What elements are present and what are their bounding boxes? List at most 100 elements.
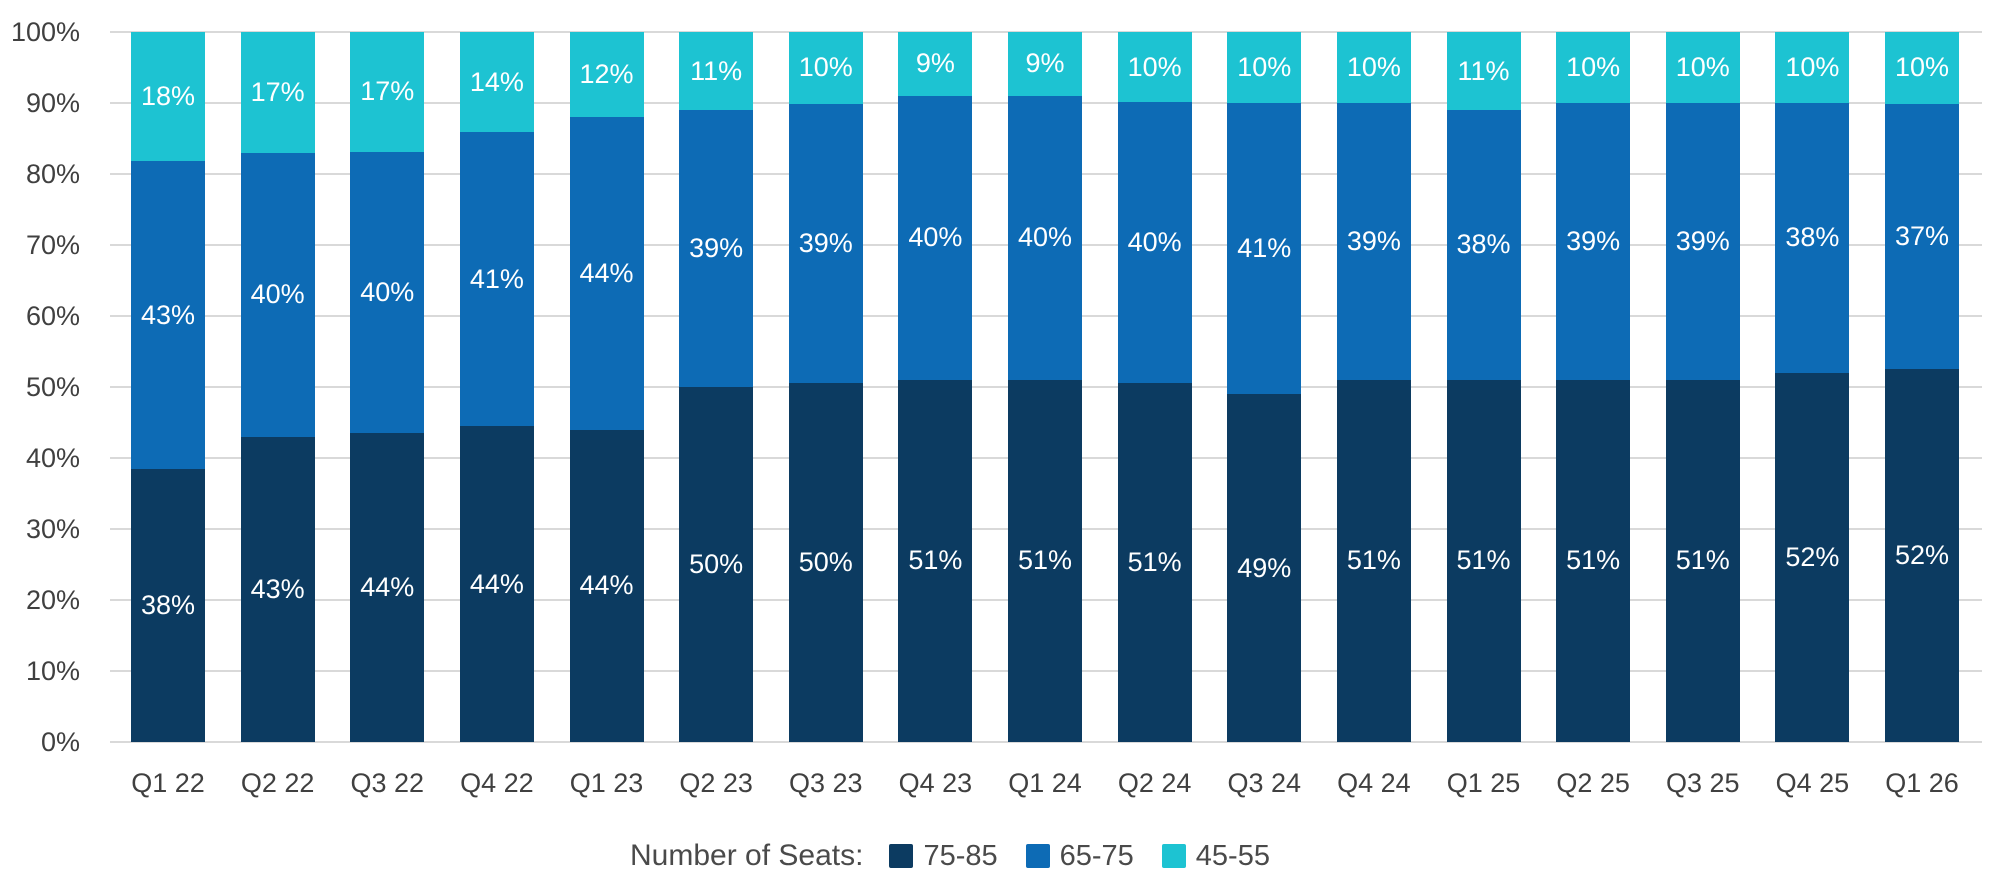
legend-item-label: 65-75 — [1059, 839, 1134, 872]
segment-value-label: 12% — [579, 59, 634, 90]
x-axis-tick-label: Q3 24 — [1227, 768, 1302, 798]
y-axis-tick-label: 80% — [25, 159, 80, 189]
segment-value-label: 44% — [360, 571, 415, 602]
bar-segment-65-75: 40% — [1117, 102, 1192, 384]
x-axis-tick-label: Q2 24 — [1117, 768, 1192, 798]
y-axis-tick-label: 50% — [25, 372, 80, 402]
bar-q2-25: 10% 39% 51% — [1556, 32, 1631, 742]
x-axis-tick-label: Q1 25 — [1446, 768, 1521, 798]
bar-segment-45-55: 10% — [1885, 32, 1959, 104]
bar-segment-75-85: 49% — [1227, 394, 1302, 742]
bar-q4-22: 14% 41% 44% — [459, 32, 534, 742]
bar-segment-65-75: 39% — [679, 110, 754, 387]
x-axis-tick-label: Q2 25 — [1556, 768, 1630, 798]
bar-segment-75-85: 51% — [1665, 379, 1740, 742]
segment-value-label: 10% — [798, 52, 853, 83]
segment-value-label: 51% — [908, 545, 963, 576]
segment-value-label: 51% — [1017, 545, 1073, 576]
legend-title: Number of Seats: — [630, 839, 864, 872]
x-axis-tick-label: Q2 23 — [679, 768, 753, 798]
segment-value-label: 51% — [1675, 545, 1730, 576]
bar-q4-23: 9% 40% 51% — [898, 32, 973, 742]
gridline — [110, 741, 1982, 743]
bar-segment-65-75: 37% — [1885, 103, 1959, 370]
bar-segment-45-55: 18% — [131, 32, 205, 162]
bar-segment-75-85: 52% — [1775, 372, 1850, 742]
y-axis-tick-label: 90% — [25, 88, 80, 118]
bar-q2-24: 10% 40% 51% — [1117, 32, 1192, 742]
bar-segment-45-55: 10% — [1665, 32, 1740, 103]
bar-q3-24: 10% 41% 49% — [1227, 32, 1302, 742]
bar-q3-22: 17% 40% 44% — [350, 32, 425, 742]
bar-q4-25: 10% 38% 52% — [1775, 32, 1850, 742]
bar-segment-45-55: 9% — [898, 32, 973, 96]
segment-value-label: 39% — [1675, 225, 1730, 256]
bar-segment-75-85: 44% — [459, 426, 534, 742]
legend-swatch-icon — [889, 844, 914, 868]
segment-value-label: 17% — [250, 76, 305, 107]
y-axis-tick-label: 20% — [25, 585, 80, 615]
bar-segment-65-75: 39% — [1336, 103, 1411, 380]
segment-value-label: 10% — [1237, 52, 1292, 82]
segment-value-label: 10% — [1346, 52, 1401, 82]
segment-value-label: 10% — [1785, 52, 1840, 82]
bar-segment-65-75: 44% — [569, 117, 644, 430]
y-axis-tick-label: 10% — [25, 656, 80, 686]
legend-item-label: 45-55 — [1195, 839, 1270, 872]
segment-value-label: 17% — [360, 76, 415, 107]
segment-value-label: 40% — [1017, 222, 1073, 253]
bar-segment-45-55: 14% — [459, 32, 534, 133]
bar-segment-45-55: 17% — [240, 32, 315, 153]
bar-segment-65-75: 38% — [1446, 110, 1521, 380]
x-axis-tick-label: Q1 23 — [569, 768, 644, 798]
segment-value-label: 39% — [1346, 225, 1401, 256]
bar-segment-45-55: 10% — [1117, 32, 1192, 103]
bar-q4-24: 10% 39% 51% — [1336, 32, 1411, 742]
bar-segment-65-75: 43% — [131, 161, 205, 470]
bar-q1-23: 12% 44% 44% — [569, 32, 644, 742]
legend-swatch-icon — [1025, 844, 1050, 868]
bar-q1-24: 9% 40% 51% — [1008, 32, 1082, 742]
segment-value-label: 44% — [469, 568, 524, 599]
bar-q1-26: 10% 37% 52% — [1885, 32, 1959, 742]
bar-segment-75-85: 38% — [131, 469, 205, 742]
x-axis-tick-label: Q3 23 — [788, 768, 863, 798]
bar-segment-65-75: 38% — [1775, 103, 1850, 373]
segment-value-label: 39% — [689, 233, 744, 264]
segment-value-label: 43% — [250, 573, 305, 604]
bar-segment-75-85: 51% — [1336, 379, 1411, 742]
segment-value-label: 44% — [579, 570, 634, 601]
bar-segment-45-55: 10% — [788, 32, 863, 104]
legend-item-label: 75-85 — [923, 839, 998, 872]
segment-value-label: 49% — [1237, 552, 1292, 583]
bar-segment-45-55: 10% — [1227, 32, 1302, 103]
segment-value-label: 51% — [1456, 545, 1511, 576]
bar-q2-23: 11% 39% 50% — [679, 32, 754, 742]
bar-segment-75-85: 51% — [1008, 379, 1082, 742]
bar-segment-45-55: 11% — [1446, 32, 1521, 111]
segment-value-label: 38% — [1785, 222, 1840, 253]
legend-item-75-85: 75-85 — [889, 839, 998, 873]
bar-segment-75-85: 50% — [788, 383, 863, 742]
x-axis: Q1 22 Q2 22 Q3 22 Q4 22 Q1 23 Q2 23 Q3 23 Q4 23… — [131, 766, 1959, 800]
segment-value-label: 18% — [140, 81, 196, 112]
segment-value-label: 38% — [1456, 229, 1511, 260]
segment-value-label: 40% — [250, 279, 305, 310]
y-axis-tick-label: 0% — [40, 727, 80, 757]
segment-value-label: 43% — [140, 299, 196, 330]
bar-segment-75-85: 51% — [1556, 379, 1631, 742]
y-axis-tick-label: 100% — [10, 17, 80, 47]
segment-value-label: 10% — [1675, 52, 1730, 82]
segment-value-label: 11% — [690, 55, 743, 86]
bar-segment-45-55: 12% — [569, 32, 644, 118]
segment-value-label: 38% — [140, 590, 196, 621]
bar-segment-65-75: 41% — [459, 132, 534, 427]
segment-value-label: 9% — [915, 48, 955, 79]
segment-value-label: 10% — [1894, 52, 1950, 83]
bar-segment-75-85: 52% — [1885, 369, 1959, 742]
bar-segment-65-75: 39% — [1556, 103, 1631, 380]
y-axis-tick-label: 70% — [25, 230, 80, 260]
x-axis-tick-label: Q4 23 — [898, 768, 973, 798]
y-axis-tick-label: 30% — [25, 514, 80, 544]
x-axis-tick-label: Q1 22 — [131, 768, 205, 798]
